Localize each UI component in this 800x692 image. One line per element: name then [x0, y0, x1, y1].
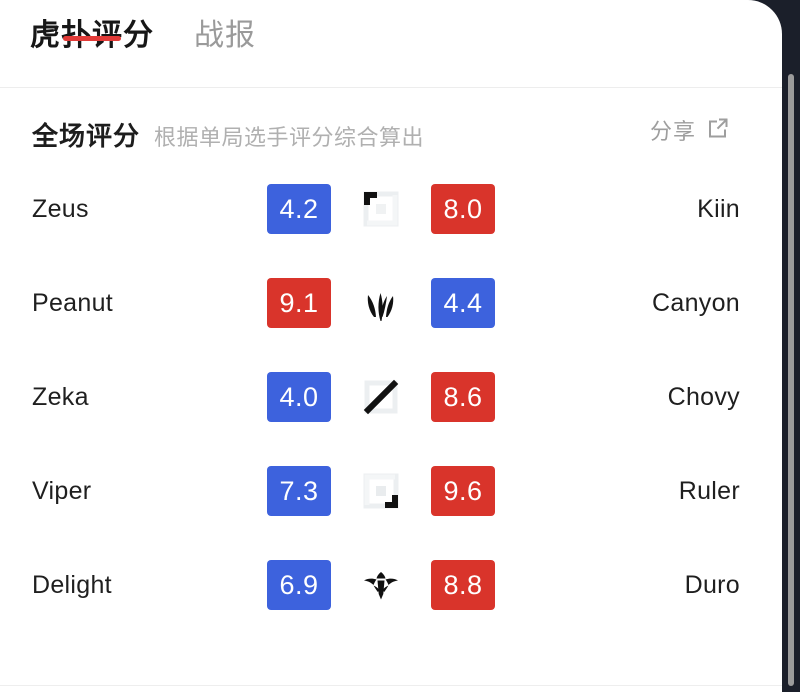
lane-bot-icon: [331, 471, 431, 511]
left-player-name: Zeus: [32, 194, 89, 223]
section-header: 全场评分 根据单局选手评分综合算出 分享: [0, 88, 782, 152]
lane-support-icon: [331, 565, 431, 605]
table-row[interactable]: Viper 7.3 9.6 Ruler: [0, 444, 782, 538]
right-player-name: Chovy: [667, 382, 740, 411]
left-player-name: Viper: [32, 476, 92, 505]
section-title: 全场评分: [32, 121, 141, 151]
tab-bar-divider: [0, 87, 782, 88]
tab-match-report-label: 战报: [194, 19, 256, 52]
left-score-badge: 4.0: [267, 372, 331, 422]
external-link-icon: [706, 116, 730, 145]
tab-bar: 虎扑评分 战报: [0, 0, 782, 88]
right-player-name: Duro: [684, 570, 740, 599]
lane-jungle-icon: [331, 283, 431, 323]
ratings-list: Zeus 4.2 8.0 Kiin Peanut 9.1: [0, 152, 782, 632]
lane-top-icon: [331, 189, 431, 229]
tab-hupu-rating[interactable]: 虎扑评分: [30, 0, 154, 54]
bottom-divider: [0, 685, 782, 686]
tab-match-report[interactable]: 战报: [194, 0, 256, 54]
table-row[interactable]: Zeus 4.2 8.0 Kiin: [0, 162, 782, 256]
right-score-badge: 9.6: [431, 466, 495, 516]
right-score-badge: 8.6: [431, 372, 495, 422]
share-label: 分享: [649, 119, 696, 144]
left-player-name: Zeka: [32, 382, 89, 411]
left-player-name: Peanut: [32, 288, 114, 317]
scrollbar-thumb[interactable]: [788, 74, 794, 686]
left-score-badge: 7.3: [267, 466, 331, 516]
section-subtitle: 根据单局选手评分综合算出: [154, 125, 425, 150]
table-row[interactable]: Zeka 4.0 8.6 Chovy: [0, 350, 782, 444]
table-row[interactable]: Peanut 9.1 4.4 Canyon: [0, 256, 782, 350]
right-player-name: Kiin: [697, 194, 740, 223]
tab-active-indicator: [63, 36, 121, 41]
share-button[interactable]: 分享: [650, 114, 730, 146]
right-player-name: Canyon: [652, 288, 740, 317]
right-score-badge: 8.8: [431, 560, 495, 610]
right-player-name: Ruler: [678, 476, 740, 505]
table-row[interactable]: Delight 6.9 8.8 Duro: [0, 538, 782, 632]
left-player-name: Delight: [32, 570, 112, 599]
left-score-badge: 4.2: [267, 184, 331, 234]
right-score-badge: 8.0: [431, 184, 495, 234]
lane-mid-icon: [331, 377, 431, 417]
tab-hupu-rating-label: 虎扑评分: [30, 18, 154, 54]
right-score-badge: 4.4: [431, 278, 495, 328]
left-score-badge: 9.1: [267, 278, 331, 328]
content-page: 虎扑评分 战报 全场评分 根据单局选手评分综合算出 分享: [0, 0, 782, 692]
left-score-badge: 6.9: [267, 560, 331, 610]
